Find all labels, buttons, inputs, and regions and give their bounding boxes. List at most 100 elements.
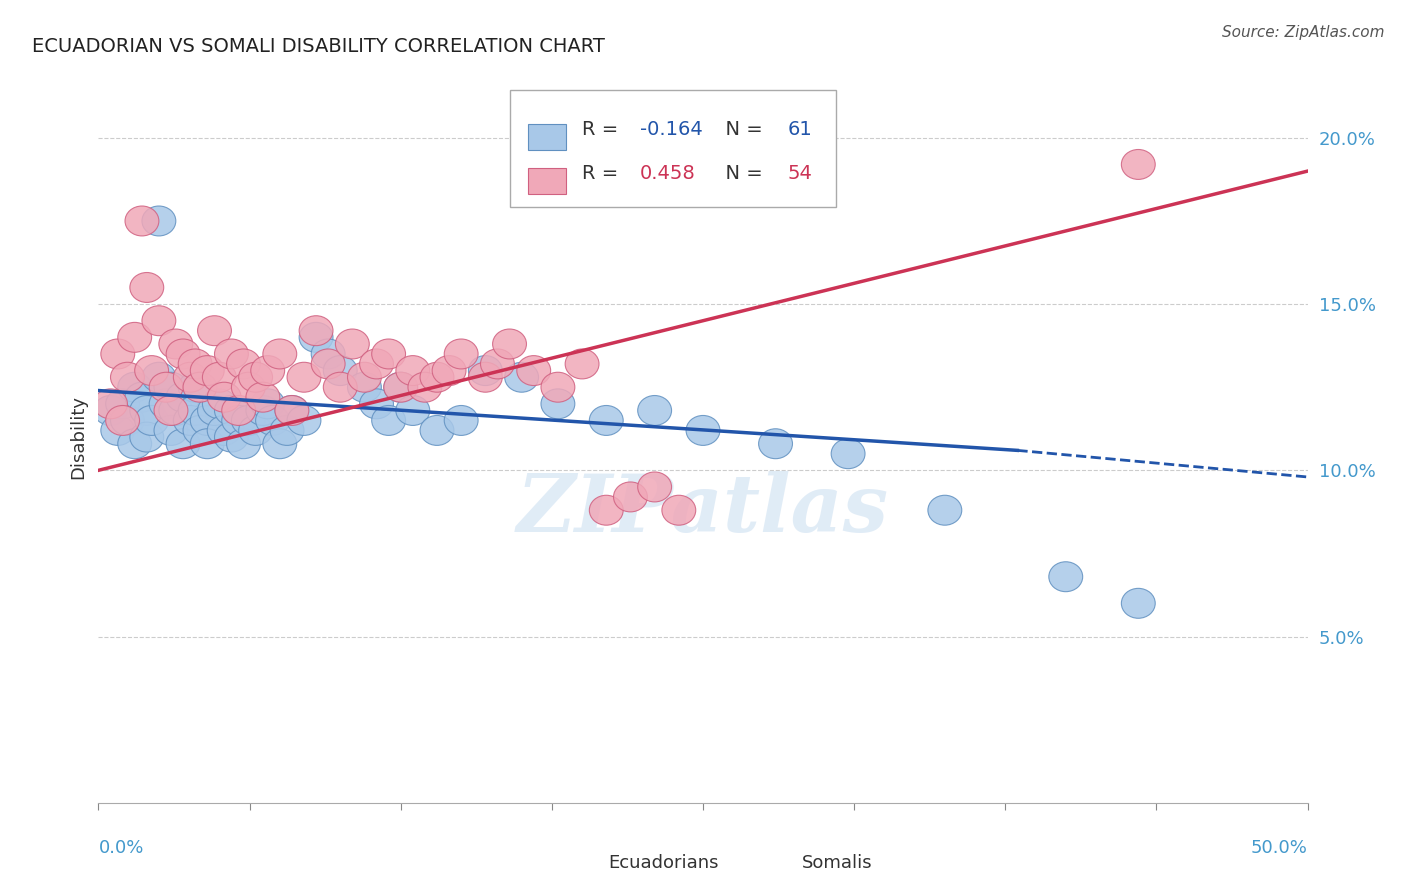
Text: R =: R =: [582, 120, 624, 139]
Ellipse shape: [468, 362, 502, 392]
Ellipse shape: [190, 429, 224, 458]
Ellipse shape: [444, 406, 478, 435]
Ellipse shape: [420, 416, 454, 445]
Ellipse shape: [142, 306, 176, 335]
Ellipse shape: [347, 362, 381, 392]
Text: Source: ZipAtlas.com: Source: ZipAtlas.com: [1222, 25, 1385, 40]
Text: 54: 54: [787, 164, 813, 183]
Ellipse shape: [662, 495, 696, 525]
Ellipse shape: [118, 429, 152, 458]
Ellipse shape: [360, 389, 394, 418]
Text: Ecuadorians: Ecuadorians: [609, 854, 720, 871]
Ellipse shape: [101, 339, 135, 369]
Ellipse shape: [179, 395, 212, 425]
Ellipse shape: [360, 349, 394, 379]
Text: ECUADORIAN VS SOMALI DISABILITY CORRELATION CHART: ECUADORIAN VS SOMALI DISABILITY CORRELAT…: [32, 37, 605, 56]
Ellipse shape: [1122, 589, 1156, 618]
Ellipse shape: [299, 322, 333, 352]
Ellipse shape: [408, 372, 441, 402]
Ellipse shape: [1122, 150, 1156, 179]
Ellipse shape: [142, 206, 176, 236]
Text: 0.0%: 0.0%: [98, 839, 143, 857]
Ellipse shape: [686, 416, 720, 445]
Ellipse shape: [155, 395, 188, 425]
Ellipse shape: [287, 362, 321, 392]
Ellipse shape: [613, 482, 647, 512]
Ellipse shape: [129, 272, 163, 302]
Ellipse shape: [481, 349, 515, 379]
Ellipse shape: [129, 422, 163, 452]
Ellipse shape: [207, 382, 240, 412]
Ellipse shape: [541, 389, 575, 418]
Ellipse shape: [226, 349, 260, 379]
Ellipse shape: [396, 395, 430, 425]
FancyBboxPatch shape: [509, 90, 837, 207]
Ellipse shape: [239, 416, 273, 445]
Ellipse shape: [215, 395, 249, 425]
Ellipse shape: [179, 349, 212, 379]
Ellipse shape: [517, 356, 551, 385]
Ellipse shape: [250, 389, 284, 418]
Text: ZIPatlas: ZIPatlas: [517, 472, 889, 549]
Text: -0.164: -0.164: [640, 120, 703, 139]
Ellipse shape: [1049, 562, 1083, 591]
Text: N =: N =: [713, 164, 769, 183]
Ellipse shape: [183, 372, 217, 402]
Ellipse shape: [105, 406, 139, 435]
Ellipse shape: [94, 395, 128, 425]
Ellipse shape: [831, 439, 865, 468]
Ellipse shape: [468, 356, 502, 385]
Ellipse shape: [232, 406, 266, 435]
Ellipse shape: [336, 329, 370, 359]
Ellipse shape: [505, 362, 538, 392]
Ellipse shape: [541, 372, 575, 402]
Ellipse shape: [759, 429, 793, 458]
Ellipse shape: [384, 372, 418, 402]
Ellipse shape: [142, 362, 176, 392]
Ellipse shape: [347, 372, 381, 402]
Ellipse shape: [183, 416, 217, 445]
FancyBboxPatch shape: [527, 168, 567, 194]
Ellipse shape: [105, 389, 139, 418]
Ellipse shape: [226, 429, 260, 458]
Ellipse shape: [432, 356, 465, 385]
Ellipse shape: [492, 329, 526, 359]
Ellipse shape: [928, 495, 962, 525]
Ellipse shape: [384, 372, 418, 402]
Ellipse shape: [149, 389, 183, 418]
Ellipse shape: [420, 362, 454, 392]
Ellipse shape: [190, 406, 224, 435]
Ellipse shape: [232, 372, 266, 402]
Ellipse shape: [101, 416, 135, 445]
Ellipse shape: [166, 382, 200, 412]
Ellipse shape: [276, 395, 309, 425]
Ellipse shape: [125, 382, 159, 412]
Ellipse shape: [222, 395, 256, 425]
Text: 0.458: 0.458: [640, 164, 696, 183]
Ellipse shape: [202, 389, 236, 418]
Ellipse shape: [202, 362, 236, 392]
Ellipse shape: [444, 339, 478, 369]
Text: 61: 61: [787, 120, 813, 139]
Ellipse shape: [198, 395, 232, 425]
Ellipse shape: [287, 406, 321, 435]
Ellipse shape: [159, 395, 193, 425]
Ellipse shape: [125, 206, 159, 236]
Text: Somalis: Somalis: [803, 854, 873, 871]
Ellipse shape: [166, 429, 200, 458]
Ellipse shape: [371, 406, 405, 435]
Ellipse shape: [263, 429, 297, 458]
Ellipse shape: [155, 372, 188, 402]
Ellipse shape: [149, 372, 183, 402]
Ellipse shape: [270, 416, 304, 445]
Ellipse shape: [371, 339, 405, 369]
Ellipse shape: [299, 316, 333, 346]
Ellipse shape: [246, 395, 280, 425]
Ellipse shape: [323, 372, 357, 402]
Ellipse shape: [276, 395, 309, 425]
Text: 50.0%: 50.0%: [1251, 839, 1308, 857]
Y-axis label: Disability: Disability: [69, 395, 87, 479]
Ellipse shape: [263, 339, 297, 369]
Ellipse shape: [222, 406, 256, 435]
FancyBboxPatch shape: [561, 850, 600, 875]
